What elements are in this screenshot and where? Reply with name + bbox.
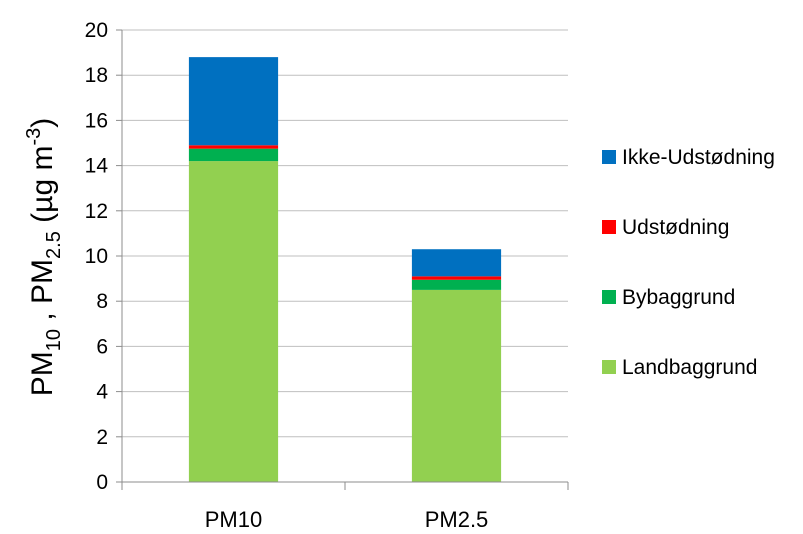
bar-segment-ikke-udst-dning bbox=[411, 249, 502, 277]
y-axis-label: PM10 , PM2.5 (µg m-3) bbox=[23, 118, 65, 397]
y-tick-label: 2 bbox=[96, 426, 108, 449]
y-tick-label: 10 bbox=[85, 245, 108, 268]
y-tick-label: 0 bbox=[96, 471, 108, 494]
legend-label: Landbaggrund bbox=[622, 356, 757, 379]
x-category-label: PM2.5 bbox=[425, 507, 489, 532]
legend-swatch bbox=[602, 360, 616, 374]
y-tick-label: 8 bbox=[96, 290, 108, 313]
bars bbox=[188, 57, 502, 482]
x-category-labels: PM10 PM2.5 bbox=[205, 507, 489, 532]
bar-segment-landbaggrund bbox=[188, 161, 279, 482]
legend-swatch bbox=[602, 290, 616, 304]
bar-segment-landbaggrund bbox=[411, 289, 502, 482]
bar-segment-ikke-udst-dning bbox=[188, 57, 279, 146]
axes bbox=[116, 29, 569, 490]
y-tick-label: 14 bbox=[85, 155, 109, 178]
legend-swatch bbox=[602, 220, 616, 234]
y-tick-label: 20 bbox=[85, 19, 108, 42]
y-tick-labels: 0 2 4 6 8 10 12 14 16 18 20 bbox=[85, 19, 109, 494]
legend-label: Ikke-Udstødning bbox=[622, 146, 775, 169]
y-tick-label: 12 bbox=[85, 200, 108, 223]
bar-segment-bybaggrund bbox=[411, 279, 502, 290]
y-tick-label: 6 bbox=[96, 335, 108, 358]
legend-label: Udstødning bbox=[622, 216, 729, 239]
bar-segment-udst-dning bbox=[188, 145, 279, 149]
y-tick-label: 4 bbox=[96, 381, 108, 404]
legend: Ikke-Udstødning Udstødning Bybaggrund Landb… bbox=[602, 146, 775, 379]
legend-swatch bbox=[602, 150, 616, 164]
x-category-label: PM10 bbox=[205, 507, 262, 532]
legend-label: Bybaggrund bbox=[622, 286, 735, 309]
bar-segment-bybaggrund bbox=[188, 148, 279, 162]
y-tick-label: 16 bbox=[85, 109, 108, 132]
y-tick-label: 18 bbox=[85, 64, 108, 87]
bar-segment-udst-dning bbox=[411, 276, 502, 280]
